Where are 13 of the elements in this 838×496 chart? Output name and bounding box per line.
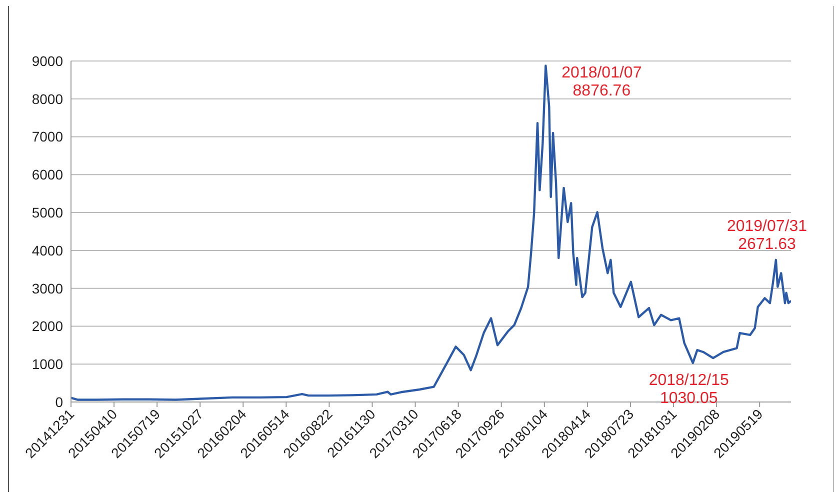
y-tick-label: 1000 <box>32 356 64 372</box>
y-tick-label: 0 <box>55 394 64 410</box>
annotation: 2018/01/07 8876.76 <box>562 64 642 100</box>
annotation: 2018/12/15 1030.05 <box>648 372 730 407</box>
y-tick-label: 4000 <box>32 242 64 258</box>
annotation: 2019/07/31 2671.63 <box>726 218 808 253</box>
y-tick-label: 8000 <box>32 90 64 107</box>
y-tick-label: 6000 <box>32 166 64 183</box>
y-tick-label: 9000 <box>32 52 64 69</box>
y-tick-label: 5000 <box>32 204 64 221</box>
y-tick-label: 3000 <box>32 280 64 296</box>
y-tick-label: 7000 <box>32 128 64 145</box>
y-tick-label: 2000 <box>32 318 64 334</box>
